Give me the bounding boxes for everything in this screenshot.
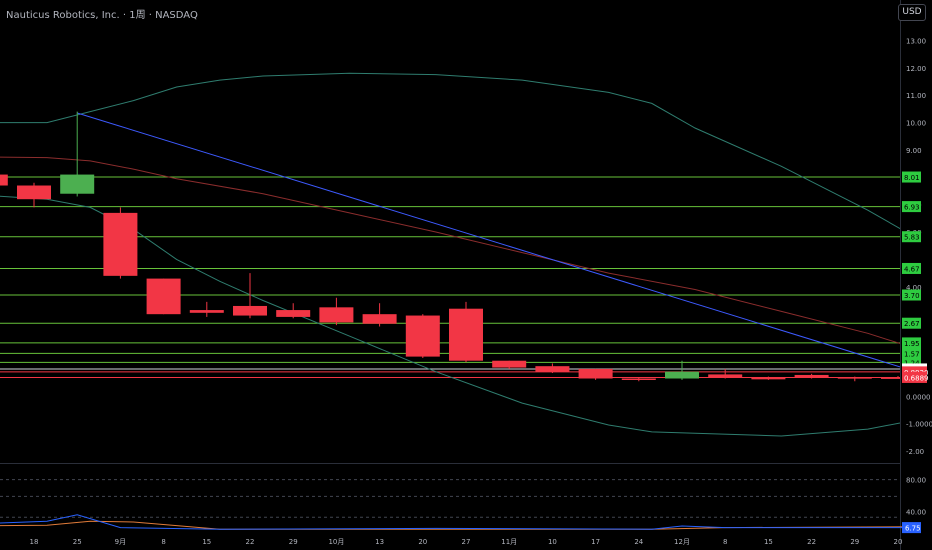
rsi-tag-label: 6.75	[905, 525, 921, 533]
rsi-tick-label: 40.00	[906, 509, 926, 517]
currency-button[interactable]: USD	[898, 4, 926, 21]
candle-body	[535, 366, 570, 372]
candle-body	[146, 278, 181, 315]
y-tick-label: 9.00	[906, 147, 922, 155]
level-tag-bg	[902, 347, 921, 359]
candle-body	[578, 368, 613, 379]
candle-body	[60, 174, 95, 194]
x-tick-label: 27	[462, 538, 471, 546]
y-tick-label: 11.00	[906, 92, 926, 100]
candle-body	[881, 377, 900, 379]
x-tick-label: 20	[418, 538, 427, 546]
chart-title: Nauticus Robotics, Inc. · 1周 · NASDAQ	[6, 10, 198, 21]
candle-body	[665, 371, 699, 379]
candle-body	[17, 185, 51, 200]
candle-body	[276, 310, 311, 317]
x-tick-label: 9月	[115, 538, 126, 546]
level-tag-bg	[902, 262, 921, 274]
bollinger-upper-line	[0, 72, 900, 230]
main-pane	[0, 72, 900, 437]
level-tag-label: 1.57	[904, 350, 920, 358]
rsi-tag-bg	[902, 522, 921, 534]
x-tick-label: 18	[30, 538, 39, 546]
candle-body	[794, 374, 829, 378]
y-tick-label: 0.0000	[906, 393, 931, 401]
candle-body	[492, 360, 527, 368]
y-tick-label: 12.00	[906, 65, 926, 73]
x-tick-label: 8	[723, 538, 727, 546]
level-tag-bg	[902, 356, 921, 368]
level-tag-label: 6.93	[904, 204, 920, 212]
level-tag-label: 2.67	[904, 320, 920, 328]
moving-average-line	[0, 156, 900, 345]
candle-body	[233, 305, 267, 316]
candle-body	[103, 212, 138, 276]
price-tag-bg	[902, 371, 927, 383]
candle-body	[0, 174, 8, 186]
candle-body	[319, 307, 354, 323]
x-tick-label: 10	[548, 538, 557, 546]
y-tick-label: 13.00	[906, 37, 926, 45]
price-tag-bg	[902, 366, 927, 378]
candle-body	[621, 378, 656, 381]
y-tick-label: 10.00	[906, 120, 926, 128]
level-tag-bg	[902, 231, 921, 243]
x-tick-label: 24	[634, 538, 643, 546]
candle-body	[405, 315, 440, 357]
level-tag-bg	[902, 171, 921, 183]
level-tag-bg	[902, 337, 921, 349]
x-tick-label: 29	[850, 538, 859, 546]
candle-body	[708, 374, 743, 378]
x-tick-label: 29	[289, 538, 298, 546]
candle-body	[449, 308, 483, 361]
x-tick-label: 17	[591, 538, 600, 546]
x-tick-label: 22	[246, 538, 255, 546]
x-tick-label: 13	[375, 538, 384, 546]
x-tick-label: 15	[764, 538, 773, 546]
candle-body	[837, 377, 872, 379]
price-tag-label: 0.6889	[904, 374, 929, 382]
y-tick-label: -1.0000	[906, 421, 932, 429]
candle-body	[751, 377, 786, 380]
level-tag-label: 3.70	[904, 292, 920, 300]
rsi-tick-label: 80.00	[906, 477, 926, 485]
x-tick-label: 22	[807, 538, 816, 546]
level-tag-label: 4.67	[904, 265, 920, 273]
x-tick-label: 10月	[328, 538, 344, 546]
y-tick-label: 4.00	[906, 284, 922, 292]
level-tag-label: 5.83	[904, 234, 920, 242]
x-tick-label: 11月	[501, 538, 517, 546]
level-tag-label: 1.95	[904, 340, 920, 348]
trend-line	[77, 112, 900, 368]
level-tag-bg	[902, 201, 921, 213]
x-tick-label: 8	[161, 538, 165, 546]
x-tick-label: 25	[73, 538, 82, 546]
x-tick-label: 15	[202, 538, 211, 546]
level-tag-bg	[902, 317, 921, 329]
rsi-line	[0, 514, 911, 530]
level-tag-label: 1.24	[904, 359, 920, 367]
level-tag-bg	[902, 289, 921, 301]
x-tick-label: 20	[894, 538, 903, 546]
candle-body	[362, 314, 397, 324]
candle-body	[189, 310, 224, 313]
level-tag-label: 8.01	[904, 174, 920, 182]
y-tick-label: -2.00	[906, 448, 924, 456]
x-tick-label: 12月	[674, 538, 690, 546]
